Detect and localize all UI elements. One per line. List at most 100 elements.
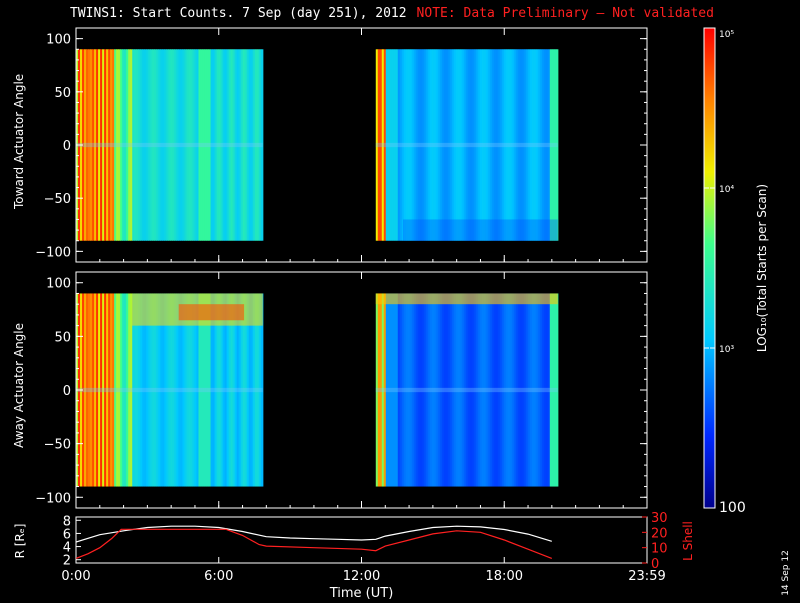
heatmap-column: [553, 293, 557, 487]
heatmap-column: [511, 293, 515, 487]
heatmap-column: [385, 293, 389, 487]
heatmap-column: [128, 49, 131, 241]
heatmap-column: [118, 293, 121, 487]
x-tick-label: 12:00: [343, 569, 380, 584]
heatmap-column: [210, 293, 214, 487]
heatmap-column: [218, 49, 222, 241]
heatmap-column: [427, 293, 431, 487]
heatmap-column: [222, 49, 226, 241]
heatmap-column: [503, 49, 507, 241]
heatmap-column: [505, 293, 509, 487]
heatmap-column: [535, 49, 539, 241]
heatmap-column: [168, 49, 171, 241]
x-tick-label: 0:00: [61, 569, 90, 584]
heatmap-column: [463, 49, 467, 241]
heatmap-column: [154, 49, 157, 241]
heatmap-column: [190, 49, 194, 241]
heatmap-column: [136, 293, 139, 487]
radius-line: [76, 525, 552, 543]
heatmap-column: [176, 49, 180, 241]
heatmap-column: [198, 49, 202, 241]
title-main: TWINS1: Start Counts. 7 Sep (day 251), 2…: [70, 6, 407, 21]
heatmap-column: [469, 293, 473, 487]
heatmap-column: [543, 49, 547, 241]
heatmap-column: [200, 49, 204, 241]
heatmap-column: [541, 293, 545, 487]
heatmap-column: [118, 49, 121, 241]
heatmap-column: [138, 49, 141, 241]
heatmap-column: [186, 293, 190, 487]
heatmap-column: [413, 49, 417, 241]
ephemeris-left-label: R [Rₑ]: [13, 524, 27, 559]
heatmap-column: [509, 293, 513, 487]
heatmap-column: [495, 293, 499, 487]
heatmap-column: [447, 49, 451, 241]
heatmap-column: [98, 293, 101, 487]
heatmap-column: [122, 293, 125, 487]
heatmap-column: [515, 49, 519, 241]
heatmap-column: [469, 49, 473, 241]
heatmap-column: [497, 49, 501, 241]
heatmap-column: [192, 293, 196, 487]
heatmap-column: [377, 49, 381, 241]
heatmap-column: [158, 49, 161, 241]
heatmap-column: [182, 49, 186, 241]
heatmap-column: [226, 49, 230, 241]
heatmap-column: [162, 293, 165, 487]
heatmap-column: [467, 49, 471, 241]
heatmap-column: [230, 293, 234, 487]
heatmap-column: [387, 293, 391, 487]
heatmap-column: [88, 49, 91, 241]
heatmap-column: [533, 49, 537, 241]
heatmap-column: [477, 293, 481, 487]
heatmap-column: [208, 293, 212, 487]
heatmap-column: [84, 293, 87, 487]
heatmap-column: [555, 49, 559, 241]
heatmap-column: [94, 293, 97, 487]
heatmap-column: [178, 49, 182, 241]
heatmap-column: [505, 49, 509, 241]
heatmap-column: [413, 293, 417, 487]
heatmap-column: [202, 293, 206, 487]
heatmap-column: [431, 49, 435, 241]
heatmap-column: [200, 293, 204, 487]
heatmap-column: [405, 49, 409, 241]
heatmap-column: [457, 49, 461, 241]
heatmap-column: [158, 293, 161, 487]
heatmap-column: [387, 49, 391, 241]
y-tick-label: 50: [54, 330, 71, 345]
left-tick-label: 8: [63, 514, 71, 529]
heatmap-column: [501, 293, 505, 487]
heatmap-column: [411, 49, 415, 241]
heatmap-column: [417, 49, 421, 241]
heatmap-column: [467, 293, 471, 487]
right-tick-label: 10: [651, 542, 668, 557]
heatmap-top-band: [375, 293, 558, 305]
y-tick-label: −100: [35, 491, 71, 506]
heatmap-column: [537, 293, 541, 487]
heatmap-column: [377, 293, 381, 487]
y-tick-label: −50: [44, 438, 71, 453]
heatmap-column: [395, 49, 399, 241]
lshell-line: [76, 528, 553, 559]
heatmap-column: [104, 49, 107, 241]
heatmap-column: [403, 49, 407, 241]
heatmap-column: [487, 49, 491, 241]
heatmap-column: [481, 49, 485, 241]
heatmap-column: [435, 293, 439, 487]
heatmap-column: [242, 49, 246, 241]
heatmap-zero-band: [375, 387, 558, 393]
heatmap-column: [551, 293, 555, 487]
heatmap-column: [100, 293, 103, 487]
heatmap-column: [154, 293, 157, 487]
colorbar-tick-label: 10³: [719, 345, 734, 355]
heatmap-column: [100, 49, 103, 241]
heatmap-column: [172, 293, 176, 487]
heatmap-column: [204, 49, 208, 241]
heatmap-column: [218, 293, 222, 487]
heatmap-column: [184, 49, 188, 241]
heatmap-column: [112, 49, 115, 241]
heatmap-column: [146, 49, 149, 241]
